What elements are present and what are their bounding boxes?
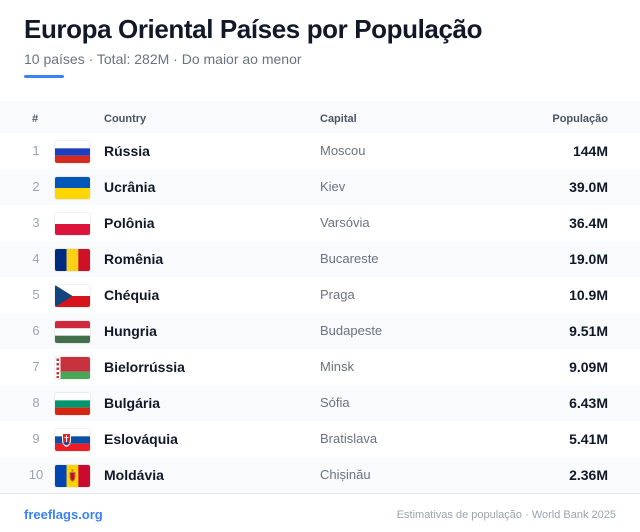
row-population: 6.43M: [569, 395, 608, 411]
row-country: Ucrânia: [104, 179, 156, 195]
belarus-flag-icon: [55, 357, 90, 379]
slovakia-flag-icon: [55, 429, 90, 451]
russia-flag-icon: [55, 141, 90, 163]
row-country: Eslováquia: [104, 431, 178, 447]
row-rank: 6: [32, 323, 40, 338]
row-capital: Chișinău: [320, 467, 371, 482]
row-population: 36.4M: [569, 215, 608, 231]
row-country: Moldávia: [104, 467, 164, 483]
table-row[interactable]: 1 Rússia Moscou 144M: [0, 133, 640, 169]
row-capital: Budapeste: [320, 323, 383, 338]
table-row[interactable]: 4 Romênia Bucareste 19.0M: [0, 241, 640, 277]
row-capital: Moscou: [320, 143, 366, 158]
row-rank: 1: [32, 143, 40, 158]
row-population: 10.9M: [569, 287, 608, 303]
row-population: 9.09M: [569, 359, 608, 375]
row-capital: Bucareste: [320, 251, 379, 266]
row-rank: 10: [28, 467, 44, 482]
title-accent-bar: [24, 75, 64, 78]
czechia-flag-icon: [55, 285, 90, 307]
row-rank: 9: [32, 431, 40, 446]
row-country: Chéquia: [104, 287, 160, 303]
row-country: Bielorrússia: [104, 359, 185, 375]
bulgaria-flag-icon: [55, 393, 90, 415]
romania-flag-icon: [55, 249, 90, 271]
row-rank: 7: [32, 359, 40, 374]
table-row[interactable]: 8 Bulgária Sófia 6.43M: [0, 385, 640, 421]
source-note: Estimativas de população · World Bank 20…: [396, 509, 616, 521]
page-title: Europa Oriental Países por População: [24, 14, 483, 44]
page-subtitle: 10 países · Total: 282M · Do maior ao me…: [24, 51, 302, 67]
hungary-flag-icon: [55, 321, 90, 343]
row-country: Hungria: [104, 323, 157, 339]
moldova-flag-icon: [55, 465, 90, 487]
row-rank: 3: [32, 215, 40, 230]
table-row[interactable]: 7 Bielorrússia Minsk 9.09M: [0, 349, 640, 385]
row-population: 5.41M: [569, 431, 608, 447]
column-header-population[interactable]: População: [552, 113, 608, 125]
row-rank: 2: [32, 179, 40, 194]
brand-link[interactable]: freeflags.org: [24, 507, 103, 522]
row-population: 144M: [572, 143, 608, 159]
table-row[interactable]: 6 Hungria Budapeste 9.51M: [0, 313, 640, 349]
row-capital: Varsóvia: [320, 215, 370, 230]
row-country: Romênia: [104, 251, 164, 267]
population-table: # Country Capital População 1 Rússia Mos…: [0, 101, 640, 493]
ukraine-flag-icon: [55, 177, 90, 199]
row-capital: Minsk: [320, 359, 354, 374]
row-population: 19.0M: [569, 251, 608, 267]
row-capital: Bratislava: [320, 431, 378, 446]
row-population: 39.0M: [569, 179, 608, 195]
table-row[interactable]: 5 Chéquia Praga 10.9M: [0, 277, 640, 313]
table-row[interactable]: 10 Moldávia Chișinău 2.36M: [0, 457, 640, 493]
table-row[interactable]: 3 Polônia Varsóvia 36.4M: [0, 205, 640, 241]
column-header-country[interactable]: Country: [104, 113, 147, 125]
table-row[interactable]: 9 Eslováquia Bratislava 5.41M: [0, 421, 640, 457]
poland-flag-icon: [55, 213, 90, 235]
column-header-capital[interactable]: Capital: [320, 113, 357, 125]
row-country: Bulgária: [104, 395, 161, 411]
table-header: # Country Capital População: [0, 101, 640, 133]
row-capital: Praga: [320, 287, 355, 302]
column-header-rank[interactable]: #: [32, 113, 39, 125]
row-population: 2.36M: [569, 467, 608, 483]
page-header: Europa Oriental Países por População 10 …: [24, 12, 624, 78]
table-row[interactable]: 2 Ucrânia Kiev 39.0M: [0, 169, 640, 205]
row-rank: 5: [32, 287, 40, 302]
row-population: 9.51M: [569, 323, 608, 339]
row-country: Rússia: [104, 143, 150, 159]
row-capital: Sófia: [320, 395, 350, 410]
table-body: 1 Rússia Moscou 144M 2 Ucrânia Kiev 39.0…: [0, 133, 640, 493]
row-country: Polônia: [104, 215, 155, 231]
row-capital: Kiev: [320, 179, 346, 194]
row-rank: 8: [32, 395, 40, 410]
row-rank: 4: [32, 251, 40, 266]
page-footer: freeflags.org Estimativas de população ·…: [0, 493, 640, 532]
